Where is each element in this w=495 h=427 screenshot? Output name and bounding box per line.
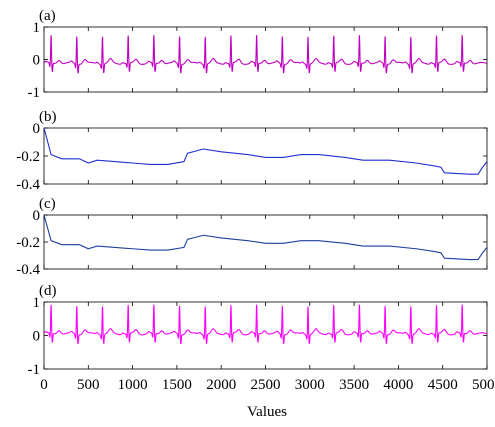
y-tick-label: -0.2 — [16, 235, 40, 251]
y-tick-label: 1 — [33, 295, 41, 311]
x-tick-label: 2500 — [251, 377, 281, 393]
plot-frame — [43, 214, 488, 270]
y-tick-label: 0 — [33, 208, 41, 224]
panel-2: (b)0 -0.2 -0.4 — [16, 109, 488, 193]
series-line — [43, 304, 488, 345]
x-tick-label: 5000 — [472, 377, 495, 393]
y-tick-label: 0 — [33, 121, 41, 137]
x-tick-label: 4500 — [428, 377, 458, 393]
y-tick-label: -0.4 — [16, 262, 40, 278]
y-tick-label: 0 — [33, 329, 41, 345]
series-line — [43, 35, 488, 74]
series-line — [43, 214, 488, 261]
x-tick-label: 2000 — [206, 377, 236, 393]
series-line — [43, 127, 488, 175]
x-tick-label: 500 — [77, 377, 100, 393]
panel-3: (c)0 -0.2 -0.4 — [16, 196, 488, 278]
y-tick-label: -0.2 — [16, 149, 40, 165]
panel-label: (c) — [39, 196, 56, 212]
x-tick-label: 1000 — [118, 377, 148, 393]
plot-frame — [43, 301, 488, 370]
x-tick-label: 1500 — [162, 377, 192, 393]
x-tick-label: 3500 — [339, 377, 369, 393]
panel-1: (a)1 0 -1 — [28, 8, 488, 101]
panel-label: (a) — [39, 8, 56, 24]
x-axis-label: Values — [247, 404, 287, 420]
y-tick-label: -1 — [28, 362, 41, 378]
x-tick-label: 3000 — [295, 377, 325, 393]
y-tick-label: 0 — [33, 53, 41, 69]
x-tick-label: 0 — [40, 377, 48, 393]
panel-label: (b) — [39, 109, 57, 125]
y-tick-label: -1 — [28, 85, 41, 101]
y-tick-label: -0.4 — [16, 177, 40, 193]
plot-frame — [43, 127, 488, 185]
panel-label: (d) — [39, 283, 57, 299]
y-tick-label: 1 — [33, 20, 41, 36]
panel-4: (d)10-10 500 1000 1500 2000 2500 3000 3500 4000 4… — [28, 283, 495, 393]
x-tick-label: 4000 — [383, 377, 413, 393]
